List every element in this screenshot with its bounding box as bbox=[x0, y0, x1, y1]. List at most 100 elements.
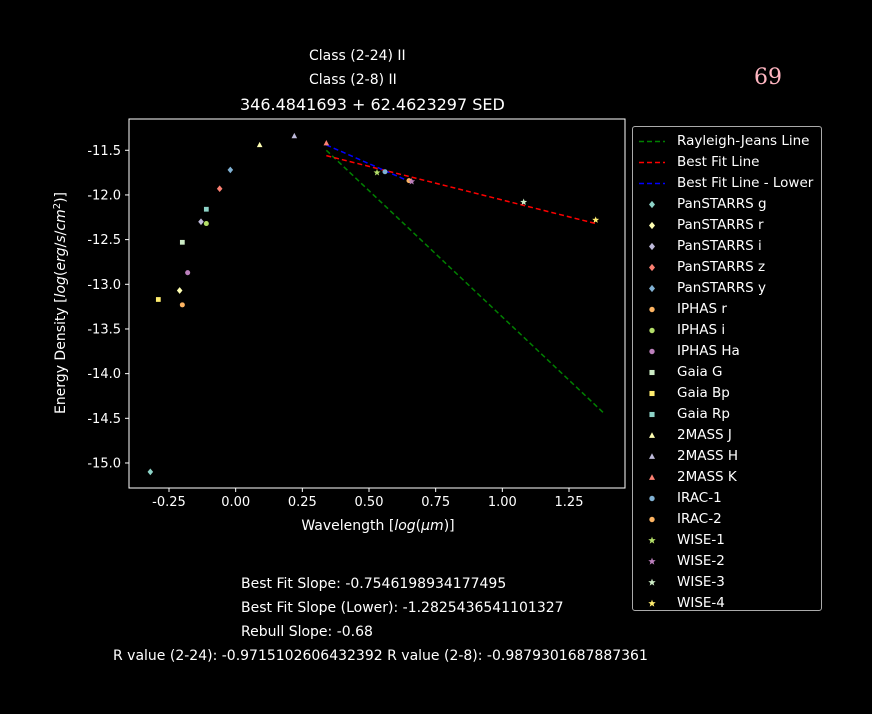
legend-marker-swatch bbox=[649, 306, 655, 313]
legend-label: WISE-4 bbox=[677, 595, 725, 611]
legend-marker-swatch bbox=[649, 284, 655, 293]
legend-label: IPHAS r bbox=[677, 301, 727, 317]
legend-swatch bbox=[649, 306, 655, 313]
legend-marker-swatch bbox=[649, 369, 655, 376]
best-fit-line-line bbox=[326, 154, 596, 225]
iphas-ha-point bbox=[185, 270, 191, 276]
x-tick-label: 0.50 bbox=[355, 495, 384, 510]
legend-marker-swatch bbox=[649, 348, 655, 355]
gaia-g-point bbox=[179, 239, 185, 245]
legend-swatch bbox=[649, 242, 655, 251]
legend-label: Gaia Bp bbox=[677, 385, 730, 401]
legend-swatch bbox=[649, 369, 655, 376]
rebull-slope: Rebull Slope: -0.68 bbox=[241, 624, 373, 640]
class-28-label: Class (2-8) II bbox=[309, 72, 397, 88]
x-tick-label: 0.25 bbox=[288, 495, 317, 510]
wise-1-point bbox=[373, 168, 381, 176]
y-tick-label: -14.5 bbox=[87, 412, 121, 427]
rayleigh-jeans-line-line bbox=[325, 149, 605, 414]
y-tick-label: -15.0 bbox=[87, 456, 121, 471]
legend-label: IRAC-2 bbox=[677, 511, 722, 527]
chart-title: 346.4841693 + 62.4623297 SED bbox=[240, 95, 505, 114]
y-tick-label: -13.5 bbox=[87, 322, 121, 337]
legend-swatch bbox=[648, 578, 656, 586]
legend-marker-swatch bbox=[649, 432, 655, 438]
legend-label: PanSTARRS z bbox=[677, 259, 766, 275]
legend-label: Rayleigh-Jeans Line bbox=[677, 133, 810, 149]
legend-label: WISE-3 bbox=[677, 574, 725, 590]
y-tick-label: -13.0 bbox=[87, 278, 121, 293]
panstarrs-y-point bbox=[227, 166, 234, 174]
panstarrs-i-point bbox=[198, 218, 204, 226]
legend-label: 2MASS J bbox=[677, 427, 732, 443]
legend-label: Best Fit Line bbox=[677, 154, 760, 170]
y-tick-label: -12.5 bbox=[87, 233, 121, 248]
x-axis-label: Wavelength [log(μm)] bbox=[301, 518, 454, 534]
legend-marker-swatch bbox=[649, 495, 655, 502]
iphas-i-point bbox=[203, 221, 209, 227]
legend-swatch bbox=[649, 284, 655, 293]
legend-swatch bbox=[649, 432, 655, 438]
y-tick-label: -14.0 bbox=[87, 367, 121, 382]
legend-marker-swatch bbox=[649, 390, 655, 397]
x-tick-label: 1.00 bbox=[488, 495, 517, 510]
y-tick-label: -12.0 bbox=[87, 188, 121, 203]
wise-2-point bbox=[408, 177, 416, 185]
legend-swatch bbox=[649, 474, 655, 480]
legend-swatch bbox=[649, 221, 655, 230]
gaia-rp-point bbox=[203, 206, 209, 212]
legend-marker-swatch bbox=[648, 557, 656, 565]
r-values: R value (2-24): -0.9715102606432392 R va… bbox=[113, 648, 648, 664]
legend-marker-swatch bbox=[648, 536, 656, 544]
irac-1-point bbox=[382, 169, 388, 175]
legend-label: WISE-2 bbox=[677, 553, 725, 569]
wise-3-point bbox=[520, 198, 528, 206]
legend-marker-swatch bbox=[649, 474, 655, 480]
legend-label: PanSTARRS i bbox=[677, 238, 762, 254]
legend-label: 2MASS H bbox=[677, 448, 739, 464]
legend-swatch bbox=[649, 453, 655, 459]
legend-label: IPHAS i bbox=[677, 322, 726, 338]
panstarrs-g-point bbox=[147, 468, 154, 476]
plot-frame bbox=[128, 118, 626, 489]
x-tick-label: 1.25 bbox=[555, 495, 584, 510]
legend-swatch bbox=[648, 599, 656, 607]
legend-label: PanSTARRS r bbox=[677, 217, 764, 233]
legend-marker-swatch bbox=[649, 200, 655, 209]
legend-swatch bbox=[639, 161, 665, 164]
2mass-k-point bbox=[323, 140, 330, 146]
legend-label: Best Fit Line - Lower bbox=[677, 175, 814, 191]
panstarrs-z-point bbox=[216, 185, 223, 193]
panstarrs-r-point bbox=[176, 287, 183, 294]
y-axis-label: Energy Density [log(erg/s/cm2)] bbox=[52, 192, 69, 414]
legend-swatch bbox=[649, 327, 655, 334]
legend-swatch bbox=[649, 200, 655, 209]
legend-marker-swatch bbox=[649, 263, 655, 272]
legend: Rayleigh-Jeans Line Best Fit Line Best Fit… bbox=[632, 126, 822, 611]
y-tick-label: -11.5 bbox=[87, 144, 121, 159]
legend-swatch bbox=[649, 348, 655, 355]
legend-swatch bbox=[648, 536, 656, 544]
legend-swatch bbox=[649, 516, 655, 523]
legend-marker-swatch bbox=[649, 411, 655, 418]
x-tick-label: 0.00 bbox=[221, 495, 250, 510]
2mass-h-point bbox=[291, 132, 298, 139]
legend-marker-swatch bbox=[649, 242, 655, 251]
legend-marker-swatch bbox=[649, 453, 655, 459]
legend-swatch bbox=[649, 263, 655, 272]
legend-marker-swatch bbox=[649, 221, 655, 230]
legend-marker-swatch bbox=[649, 327, 655, 334]
best-fit-slope: Best Fit Slope: -0.7546198934177495 bbox=[241, 576, 507, 592]
best-fit-slope-lower: Best Fit Slope (Lower): -1.2825436541101… bbox=[241, 600, 564, 616]
legend-swatch bbox=[639, 182, 665, 185]
x-tick-label: -0.25 bbox=[152, 495, 186, 510]
2mass-j-point bbox=[256, 141, 263, 148]
legend-swatch bbox=[639, 140, 665, 143]
legend-label: WISE-1 bbox=[677, 532, 725, 548]
iphas-r-point bbox=[179, 302, 185, 308]
legend-label: PanSTARRS y bbox=[677, 280, 766, 296]
gaia-bp-point bbox=[155, 297, 161, 302]
legend-label: PanSTARRS g bbox=[677, 196, 767, 212]
wise-4-point bbox=[592, 216, 600, 223]
